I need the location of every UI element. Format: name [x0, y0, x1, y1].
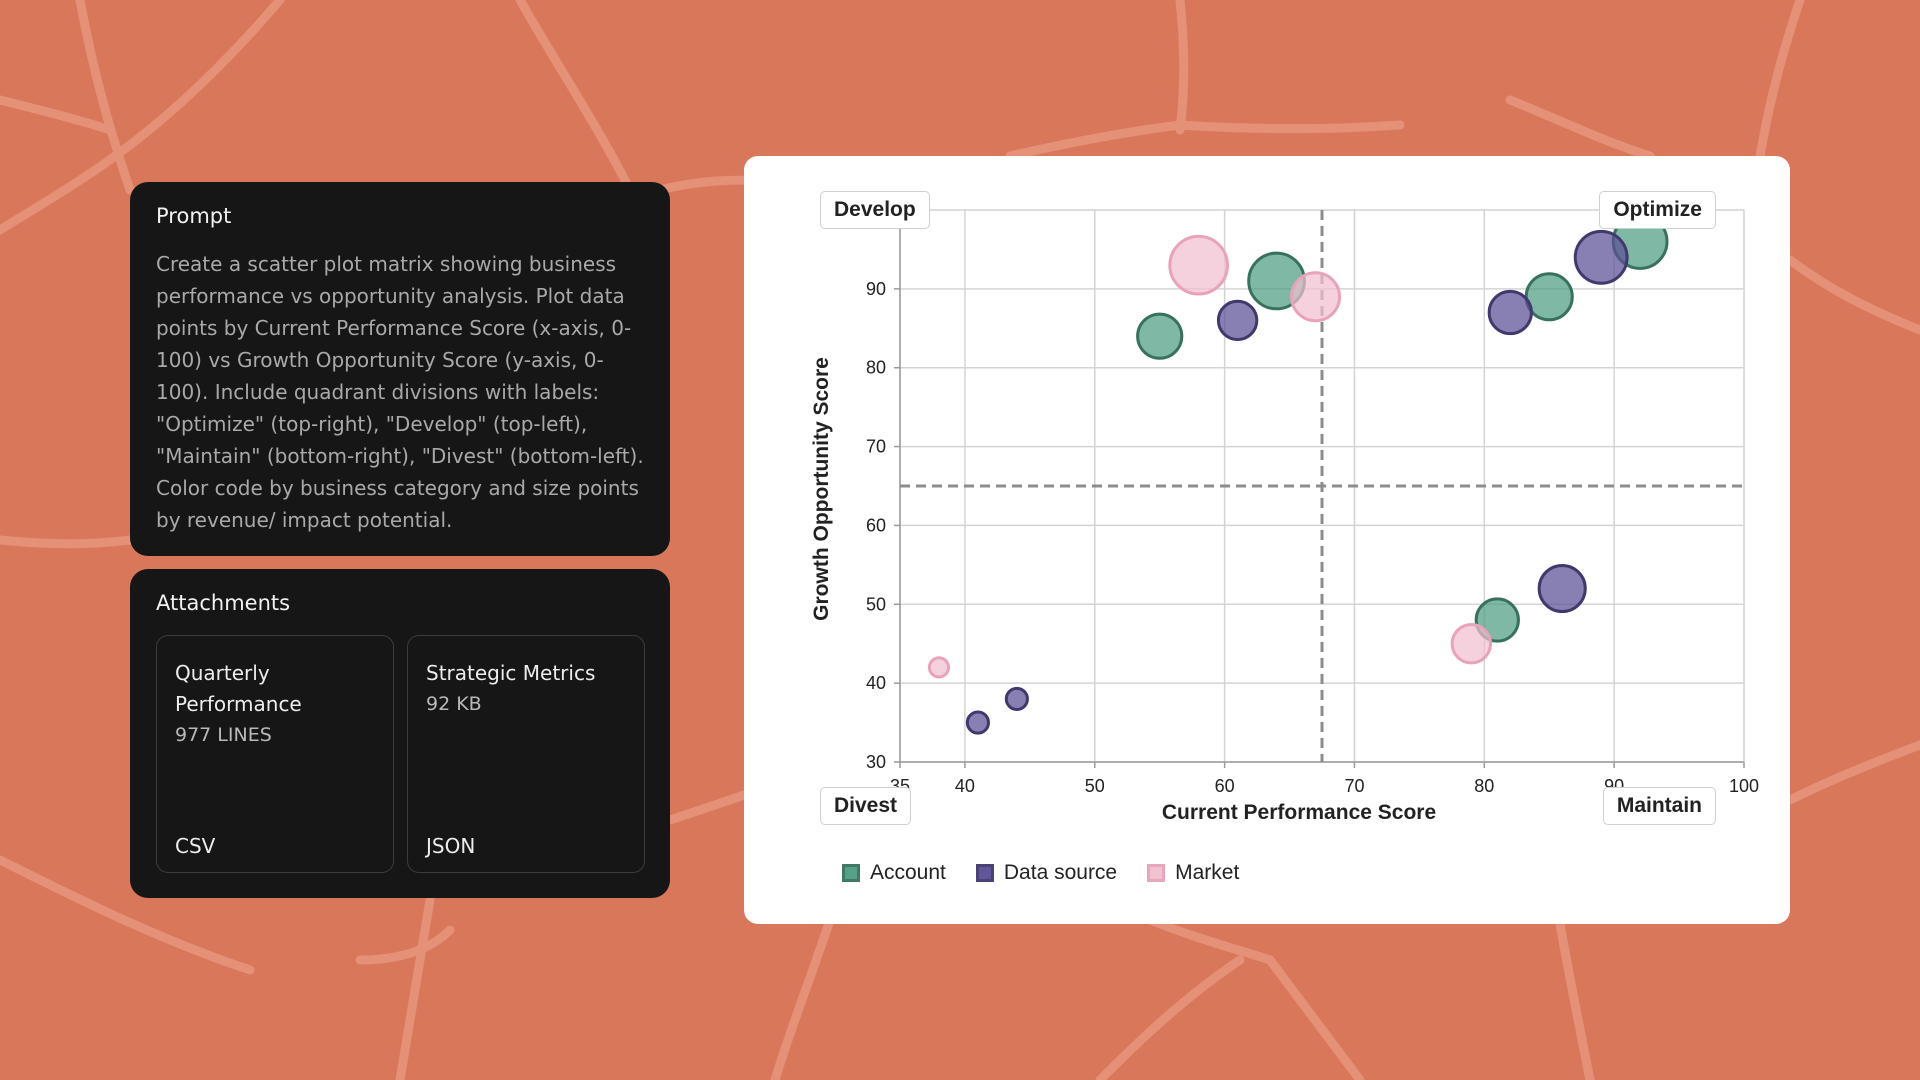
- chart-legend: Account Data source Market: [842, 861, 1239, 885]
- y-tick-label: 60: [866, 515, 886, 535]
- quadrant-label-develop: Develop: [820, 191, 930, 229]
- chart-card: 3540506070809010030405060708090100 Curre…: [744, 156, 1790, 924]
- legend-label: Account: [870, 861, 946, 884]
- quadrant-label-maintain: Maintain: [1602, 787, 1716, 825]
- prompt-text: Create a scatter plot matrix showing bus…: [156, 252, 644, 532]
- quadrant-label-divest: Divest: [820, 787, 912, 825]
- attachment-meta: 92 KB: [426, 693, 482, 715]
- data-point-market[interactable]: [1168, 234, 1229, 296]
- x-tick-label: 100: [1729, 776, 1759, 796]
- legend-item-market: Market: [1147, 861, 1239, 885]
- legend-item-account: Account: [842, 861, 946, 885]
- legend-swatch: [1147, 864, 1166, 882]
- legend-swatch: [975, 864, 994, 882]
- x-tick-label: 40: [955, 776, 975, 796]
- data-point-market[interactable]: [927, 656, 951, 679]
- data-point-data-source[interactable]: [1004, 686, 1029, 711]
- legend-label: Data source: [1003, 861, 1118, 884]
- scatter-chart: 3540506070809010030405060708090100 Curre…: [810, 200, 1759, 824]
- data-point-data-source[interactable]: [1216, 299, 1259, 342]
- quadrant-label-optimize: Optimize: [1599, 191, 1716, 229]
- y-tick-label: 80: [866, 358, 886, 378]
- data-point-account[interactable]: [1524, 272, 1574, 322]
- x-tick-label: 60: [1215, 776, 1235, 796]
- attachment-name: Quarterly Performance: [175, 661, 302, 716]
- data-point-data-source[interactable]: [1487, 289, 1533, 336]
- data-point-market[interactable]: [1290, 271, 1342, 323]
- data-point-data-source[interactable]: [1537, 563, 1587, 614]
- attachment-card-strategic-metrics[interactable]: Strategic Metrics 92 KB JSON: [407, 635, 645, 873]
- attachment-card-quarterly-performance[interactable]: Quarterly Performance 977 LINES CSV: [156, 635, 394, 873]
- y-axis-title: Growth Opportunity Score: [810, 357, 833, 621]
- data-point-data-source[interactable]: [1573, 229, 1629, 285]
- y-tick-label: 70: [866, 437, 886, 457]
- attachment-type: CSV: [175, 834, 216, 858]
- x-tick-label: 80: [1474, 776, 1494, 796]
- attachment-meta: 977 LINES: [175, 724, 272, 746]
- legend-swatch: [842, 864, 860, 882]
- attachment-name: Strategic Metrics: [426, 661, 596, 685]
- y-tick-label: 30: [866, 752, 886, 772]
- x-axis-title: Current Performance Score: [1162, 801, 1436, 824]
- y-tick-label: 50: [866, 594, 886, 614]
- prompt-panel: Prompt Create a scatter plot matrix show…: [130, 182, 670, 556]
- data-point-account[interactable]: [1136, 312, 1184, 360]
- y-tick-label: 90: [866, 279, 886, 299]
- y-tick-label: 40: [866, 673, 886, 693]
- legend-item-data-source: Data source: [975, 861, 1118, 885]
- prompt-title: Prompt: [156, 204, 232, 228]
- attachments-title: Attachments: [156, 591, 291, 615]
- attachment-type: JSON: [426, 834, 476, 858]
- x-tick-label: 50: [1085, 776, 1105, 796]
- attachments-panel: Attachments Quarterly Performance 977 LI…: [130, 569, 670, 898]
- data-point-market[interactable]: [1450, 623, 1493, 665]
- data-point-data-source[interactable]: [965, 710, 990, 735]
- x-tick-label: 70: [1344, 776, 1364, 796]
- legend-label: Market: [1175, 861, 1240, 884]
